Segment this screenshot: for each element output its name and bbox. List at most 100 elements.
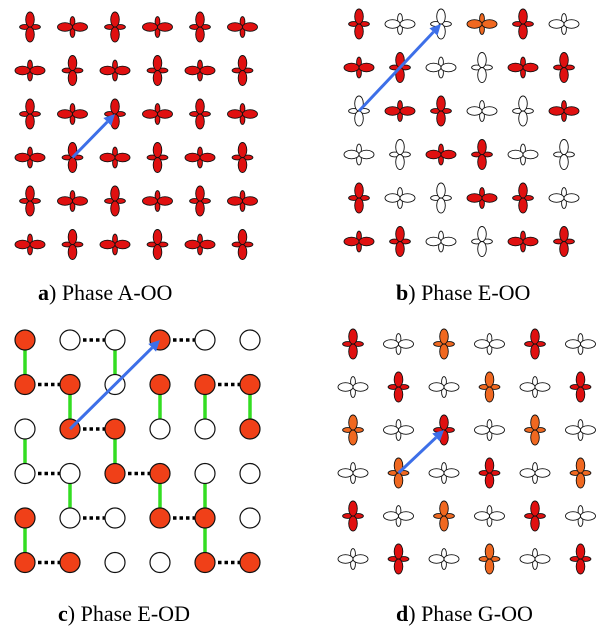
orbital-d-r2c5 — [565, 419, 596, 441]
orbital-b-r0c3 — [466, 13, 498, 35]
orbital-major-lobe — [29, 152, 46, 163]
orbital-major-lobe — [398, 339, 414, 349]
site-c-r4c1 — [59, 507, 81, 529]
orbital-b-r5c5 — [553, 226, 575, 257]
orbital-major-lobe — [157, 196, 173, 206]
orbital-major-lobe — [384, 106, 401, 116]
orbital-b-r4c0 — [348, 182, 370, 214]
site-c-r3c2 — [104, 462, 126, 485]
orbital-a-r3c0 — [14, 146, 46, 169]
orbital-major-lobe — [436, 110, 446, 127]
orbital-major-lobe — [199, 152, 216, 163]
orbital-major-lobe — [195, 11, 205, 28]
orbital-d-r1c0 — [337, 376, 369, 398]
orbital-b-r0c1 — [384, 13, 416, 35]
site-c-r0c5 — [239, 329, 261, 351]
orbital-major-lobe — [507, 149, 524, 160]
orbital-major-lobe — [439, 515, 449, 532]
site-c-r0c0 — [14, 329, 36, 351]
orbital-major-lobe — [358, 62, 375, 73]
orbital-major-lobe — [530, 515, 540, 532]
orbital-major-lobe — [199, 65, 216, 76]
orbital-major-lobe — [580, 339, 596, 349]
orbital-d-r3c3 — [478, 457, 501, 489]
orbital-major-lobe — [466, 106, 483, 116]
orbital-major-lobe — [358, 149, 375, 160]
orbital-major-lobe — [25, 185, 35, 202]
orbital-major-lobe — [481, 106, 498, 116]
orbital-major-lobe — [425, 149, 442, 160]
orbital-major-lobe — [114, 239, 131, 250]
orbital-major-lobe — [195, 113, 205, 130]
orbital-major-lobe — [67, 229, 78, 245]
site-c-r3c4 — [194, 462, 216, 485]
orbital-d-r5c2 — [428, 548, 460, 570]
orbital-d-r1c5 — [569, 371, 592, 403]
arrow-c — [68, 340, 160, 431]
orbital-major-lobe — [484, 386, 495, 403]
orbital-b-r4c5 — [548, 187, 580, 209]
orbital-major-lobe — [237, 55, 248, 71]
orbital-major-lobe — [343, 149, 360, 160]
orbital-major-lobe — [25, 98, 35, 115]
orbital-major-lobe — [559, 226, 569, 242]
orbital-major-lobe — [354, 110, 364, 127]
orbital-major-lobe — [195, 98, 205, 115]
orbital-b-r3c0 — [343, 143, 375, 166]
orbital-b-r0c4 — [512, 8, 534, 40]
orbital-major-lobe — [436, 182, 446, 199]
orbital-major-lobe — [398, 425, 414, 435]
orbital-major-lobe — [395, 226, 405, 242]
orbital-major-lobe — [575, 371, 586, 388]
orbital-major-lobe — [237, 244, 248, 260]
orbital-major-lobe — [489, 339, 505, 349]
orbital-a-r0c5 — [227, 16, 258, 38]
orbital-d-r0c1 — [383, 333, 414, 355]
orbital-a-r1c4 — [184, 59, 216, 82]
orbital-major-lobe — [575, 543, 586, 560]
orbital-major-lobe — [110, 98, 120, 115]
orbital-major-lobe — [477, 154, 487, 170]
orbital-major-lobe — [436, 197, 446, 214]
orbital-major-lobe — [399, 19, 416, 29]
orbital-a-r5c0 — [14, 233, 46, 256]
orbital-major-lobe — [152, 142, 163, 158]
orbital-major-lobe — [481, 19, 498, 29]
orbital-major-lobe — [530, 414, 540, 431]
orbital-a-r5c1 — [61, 229, 84, 260]
orbital-major-lobe — [534, 382, 551, 392]
site-c-r5c5 — [239, 551, 261, 574]
orbital-major-lobe — [99, 152, 116, 163]
orbital-major-lobe — [72, 196, 88, 206]
orbital-b-r2c1 — [384, 100, 416, 122]
caption-a-letter: a — [38, 280, 49, 305]
orbital-major-lobe — [237, 229, 248, 245]
orbital-major-lobe — [142, 109, 158, 119]
orbital-major-lobe — [522, 62, 539, 73]
orbital-d-r2c2 — [433, 414, 455, 446]
orbital-b-r0c0 — [348, 8, 370, 40]
orbital-major-lobe — [393, 472, 404, 489]
orbital-major-lobe — [393, 543, 404, 560]
orbital-major-lobe — [384, 193, 401, 203]
orbital-d-r0c2 — [433, 328, 455, 360]
orbital-major-lobe — [184, 65, 201, 76]
orbital-major-lobe — [519, 554, 536, 564]
orbital-major-lobe — [436, 95, 446, 112]
orbital-major-lobe — [443, 554, 460, 564]
orbital-major-lobe — [519, 468, 536, 478]
orbital-major-lobe — [466, 193, 483, 203]
orbital-a-r2c1 — [57, 103, 88, 125]
orbital-major-lobe — [352, 382, 369, 392]
site-c-r1c3 — [149, 373, 171, 396]
orbital-major-lobe — [575, 386, 586, 403]
orbital-major-lobe — [393, 558, 404, 575]
site-c-r2c0 — [14, 418, 36, 440]
orbital-major-lobe — [348, 414, 358, 431]
orbital-a-r3c3 — [146, 142, 169, 173]
orbital-major-lobe — [474, 339, 490, 349]
orbital-major-lobe — [242, 109, 258, 119]
orbital-major-lobe — [29, 239, 46, 250]
orbital-a-r0c3 — [142, 16, 173, 38]
